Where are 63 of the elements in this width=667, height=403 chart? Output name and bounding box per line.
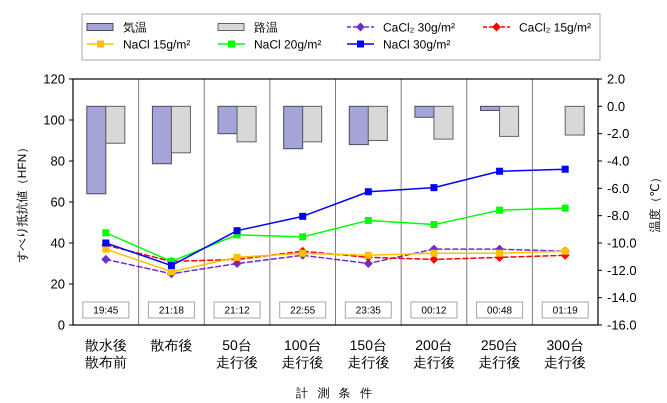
- y2-tick-label: -2.0: [607, 126, 630, 142]
- annotation: 21:18: [158, 306, 184, 316]
- y-tick-label: 80: [50, 154, 65, 168]
- x-tick-label: 100台走行後: [282, 337, 324, 370]
- y2-axis-title: 温度（℃）: [648, 171, 662, 233]
- point: [496, 168, 504, 175]
- point: [101, 254, 110, 264]
- legend-label: NaCl 15g/m²: [123, 38, 190, 52]
- x-tick-label: 散水後散布前: [84, 337, 127, 370]
- point: [430, 250, 438, 257]
- legend-label: NaCl 20g/m²: [254, 38, 322, 52]
- annotation: 00:48: [487, 306, 513, 316]
- x-tick-label: 200台走行後: [412, 337, 455, 370]
- x-axis-title: 計 測 条 件: [296, 386, 376, 400]
- point: [168, 262, 175, 270]
- annotation: 19:45: [93, 306, 119, 316]
- legend-label: 気温: [123, 20, 147, 34]
- y-axis-title: すべり抵抗値（HFN）: [15, 142, 29, 262]
- point: [430, 221, 438, 228]
- annotation: 01:19: [552, 306, 578, 316]
- x-tick-label: 50台走行後: [216, 337, 258, 370]
- point: [496, 206, 504, 214]
- y-tick-label: 0: [58, 318, 65, 332]
- point: [299, 233, 306, 240]
- legend-label: CaCl₂ 30g/m²: [383, 20, 456, 34]
- point: [299, 250, 306, 257]
- point: [562, 204, 569, 212]
- point: [496, 250, 504, 257]
- y-tick-label: 100: [43, 112, 65, 128]
- x-tick-label: 250台走行後: [478, 337, 521, 370]
- legend-label: 路温: [254, 20, 278, 34]
- annotation: 23:35: [356, 306, 382, 316]
- y-tick-label: 20: [50, 276, 65, 292]
- annotation: 21:12: [224, 306, 250, 316]
- point: [102, 229, 110, 236]
- point: [102, 240, 110, 246]
- annotation: 00:12: [421, 306, 447, 316]
- y-tick-label: 60: [50, 194, 65, 210]
- legend-label: NaCl 30g/m²: [383, 38, 450, 52]
- y-tick-label: 40: [50, 236, 65, 250]
- point: [299, 212, 306, 220]
- y2-tick-label: -14.0: [607, 290, 637, 306]
- x-tick-label: 300台走行後: [544, 337, 586, 370]
- y2-tick-label: -16.0: [607, 318, 637, 332]
- y2-tick-label: 0.0: [607, 98, 626, 114]
- x-tick-label: 散布後: [150, 337, 192, 353]
- y2-tick-label: -6.0: [607, 180, 630, 196]
- y2-tick-label: -8.0: [607, 208, 630, 224]
- x-tick-label: 150台走行後: [347, 337, 390, 370]
- point: [234, 254, 241, 261]
- point: [430, 184, 438, 192]
- point: [234, 227, 241, 234]
- annotation: 22:55: [290, 306, 316, 316]
- point: [364, 252, 372, 259]
- point: [562, 166, 569, 173]
- y2-tick-label: -4.0: [607, 154, 630, 168]
- point: [364, 216, 372, 224]
- y2-tick-label: 2.0: [607, 72, 626, 86]
- y2-tick-label: -10.0: [607, 236, 637, 250]
- y-tick-label: 120: [43, 72, 65, 86]
- y2-tick-label: -12.0: [607, 262, 637, 278]
- point: [364, 188, 372, 196]
- legend-label: CaCl₂ 15g/m²: [519, 20, 592, 34]
